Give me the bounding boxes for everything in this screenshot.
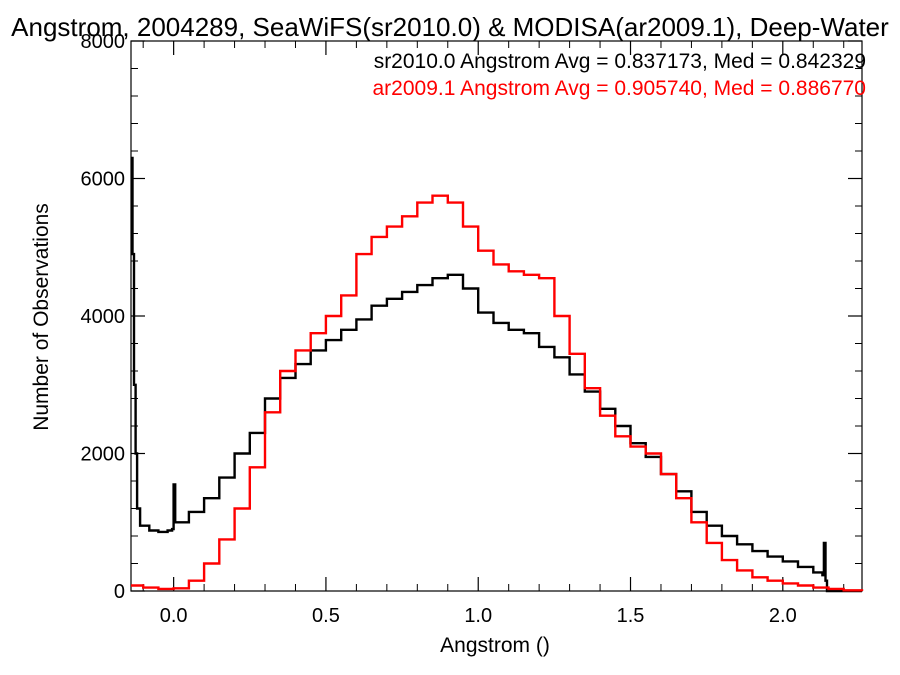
x-axis: 0.0 0.5 1.0 1.5 2.0 xyxy=(142,41,845,627)
series-layer xyxy=(131,156,864,593)
y-tick-label: 0 xyxy=(114,581,125,603)
y-axis-label: Number of Observations xyxy=(30,203,53,431)
x-tick-label: 1.5 xyxy=(617,605,645,627)
x-tick-label: 0.0 xyxy=(160,605,188,627)
y-tick-label: 2000 xyxy=(81,444,126,466)
series-stat-ar2009: ar2009.1 Angstrom Avg = 0.905740, Med = … xyxy=(373,77,867,100)
x-tick-label: 1.0 xyxy=(464,605,492,627)
y-tick-label: 8000 xyxy=(81,31,126,53)
y-tick-label: 6000 xyxy=(81,169,126,191)
series-line-ar2009.1 xyxy=(131,194,864,592)
x-axis-label: Angstrom () xyxy=(440,634,550,657)
series-stat-sr2010: sr2010.0 Angstrom Avg = 0.837173, Med = … xyxy=(374,50,866,73)
y-axis: 0 2000 4000 6000 8000 xyxy=(81,31,862,603)
x-tick-label: 2.0 xyxy=(769,605,797,627)
series-line-sr2010.0 xyxy=(131,156,862,593)
x-tick-label: 0.5 xyxy=(312,605,340,627)
y-tick-label: 4000 xyxy=(81,306,126,328)
chart-title: Angstrom, 2004289, SeaWiFS(sr2010.0) & M… xyxy=(11,12,889,42)
